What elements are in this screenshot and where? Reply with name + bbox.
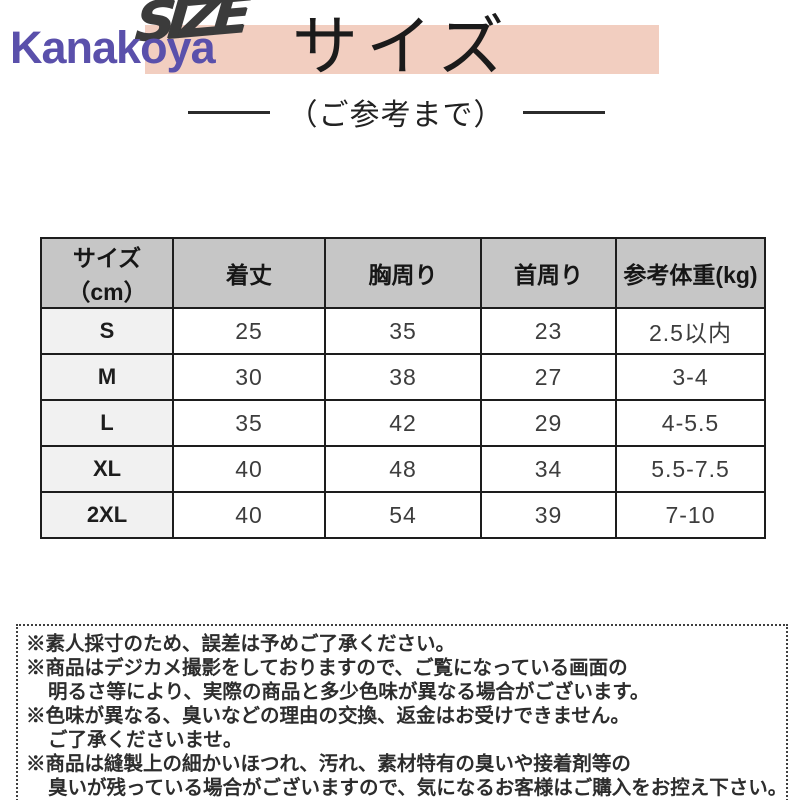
- left-dash-line: [187, 110, 270, 114]
- table-row: L 35 42 29 4-5.5: [40, 399, 766, 447]
- size-table: サイズ（cm） 着丈 胸周り 首周り 参考体重(kg) S 25 35 23 2…: [40, 237, 766, 539]
- cell-weight: 5.5-7.5: [615, 445, 766, 493]
- cell-neck: 29: [480, 399, 617, 447]
- table-header-row: サイズ（cm） 着丈 胸周り 首周り 参考体重(kg): [40, 237, 766, 309]
- cell-weight: 4-5.5: [615, 399, 766, 447]
- cell-chest: 35: [324, 307, 482, 355]
- note-line: ※素人採寸のため、誤差は予めご了承ください。: [26, 633, 456, 655]
- notes-box: ※素人採寸のため、誤差は予めご了承ください。 ※商品はデジカメ撮影をしております…: [16, 624, 788, 800]
- subtitle-row: （ご参考まで）: [0, 90, 792, 134]
- note-line: 臭いが残っている場合がございますので、気になるお客様はご購入をお控え下さい。: [48, 777, 788, 799]
- cell-weight: 7-10: [615, 491, 766, 539]
- table-row: XL 40 48 34 5.5-7.5: [40, 445, 766, 493]
- cell-weight: 3-4: [615, 353, 766, 401]
- row-label-xl: XL: [40, 445, 174, 493]
- row-label-2xl: 2XL: [40, 491, 174, 539]
- col-header-neck: 首周り: [480, 237, 617, 309]
- brand-watermark: Kanakoya: [10, 22, 216, 73]
- note-line: ご了承くださいませ。: [48, 729, 243, 751]
- title-banner: [145, 25, 659, 74]
- cell-length: 30: [172, 353, 326, 401]
- cell-neck: 27: [480, 353, 617, 401]
- table-row: 2XL 40 54 39 7-10: [40, 491, 766, 539]
- cell-chest: 54: [324, 491, 482, 539]
- col-header-weight: 参考体重(kg): [615, 237, 766, 309]
- cell-neck: 23: [480, 307, 617, 355]
- note-line: ※商品はデジカメ撮影をしておりますので、ご覧になっている画面の: [26, 657, 628, 679]
- cell-chest: 48: [324, 445, 482, 493]
- cell-length: 25: [172, 307, 326, 355]
- right-dash-line: [522, 110, 605, 114]
- col-header-chest: 胸周り: [324, 237, 482, 309]
- cell-chest: 38: [324, 353, 482, 401]
- cell-length: 40: [172, 445, 326, 493]
- cell-neck: 34: [480, 445, 617, 493]
- row-label-s: S: [40, 307, 174, 355]
- col-header-length: 着丈: [172, 237, 326, 309]
- cell-neck: 39: [480, 491, 617, 539]
- table-row: M 30 38 27 3-4: [40, 353, 766, 401]
- cell-length: 40: [172, 491, 326, 539]
- page-title: サイズ: [291, 11, 513, 84]
- note-line: ※色味が異なる、臭いなどの理由の交換、返金はお受けできません。: [26, 705, 630, 727]
- subtitle: （ご参考まで）: [287, 99, 505, 132]
- header: SIZE Kanakoya サイズ （ご参考まで）: [0, 0, 800, 140]
- cell-weight: 2.5以内: [615, 307, 766, 355]
- row-label-m: M: [40, 353, 174, 401]
- cell-chest: 42: [324, 399, 482, 447]
- col-header-size: サイズ（cm）: [40, 237, 174, 309]
- note-line: 明るさ等により、実際の商品と多少色味が異なる場合がございます。: [48, 681, 650, 703]
- cell-length: 35: [172, 399, 326, 447]
- row-label-l: L: [40, 399, 174, 447]
- note-line: ※商品は縫製上の細かいほつれ、汚れ、素材特有の臭いや接着剤等の: [26, 753, 631, 775]
- table-row: S 25 35 23 2.5以内: [40, 307, 766, 355]
